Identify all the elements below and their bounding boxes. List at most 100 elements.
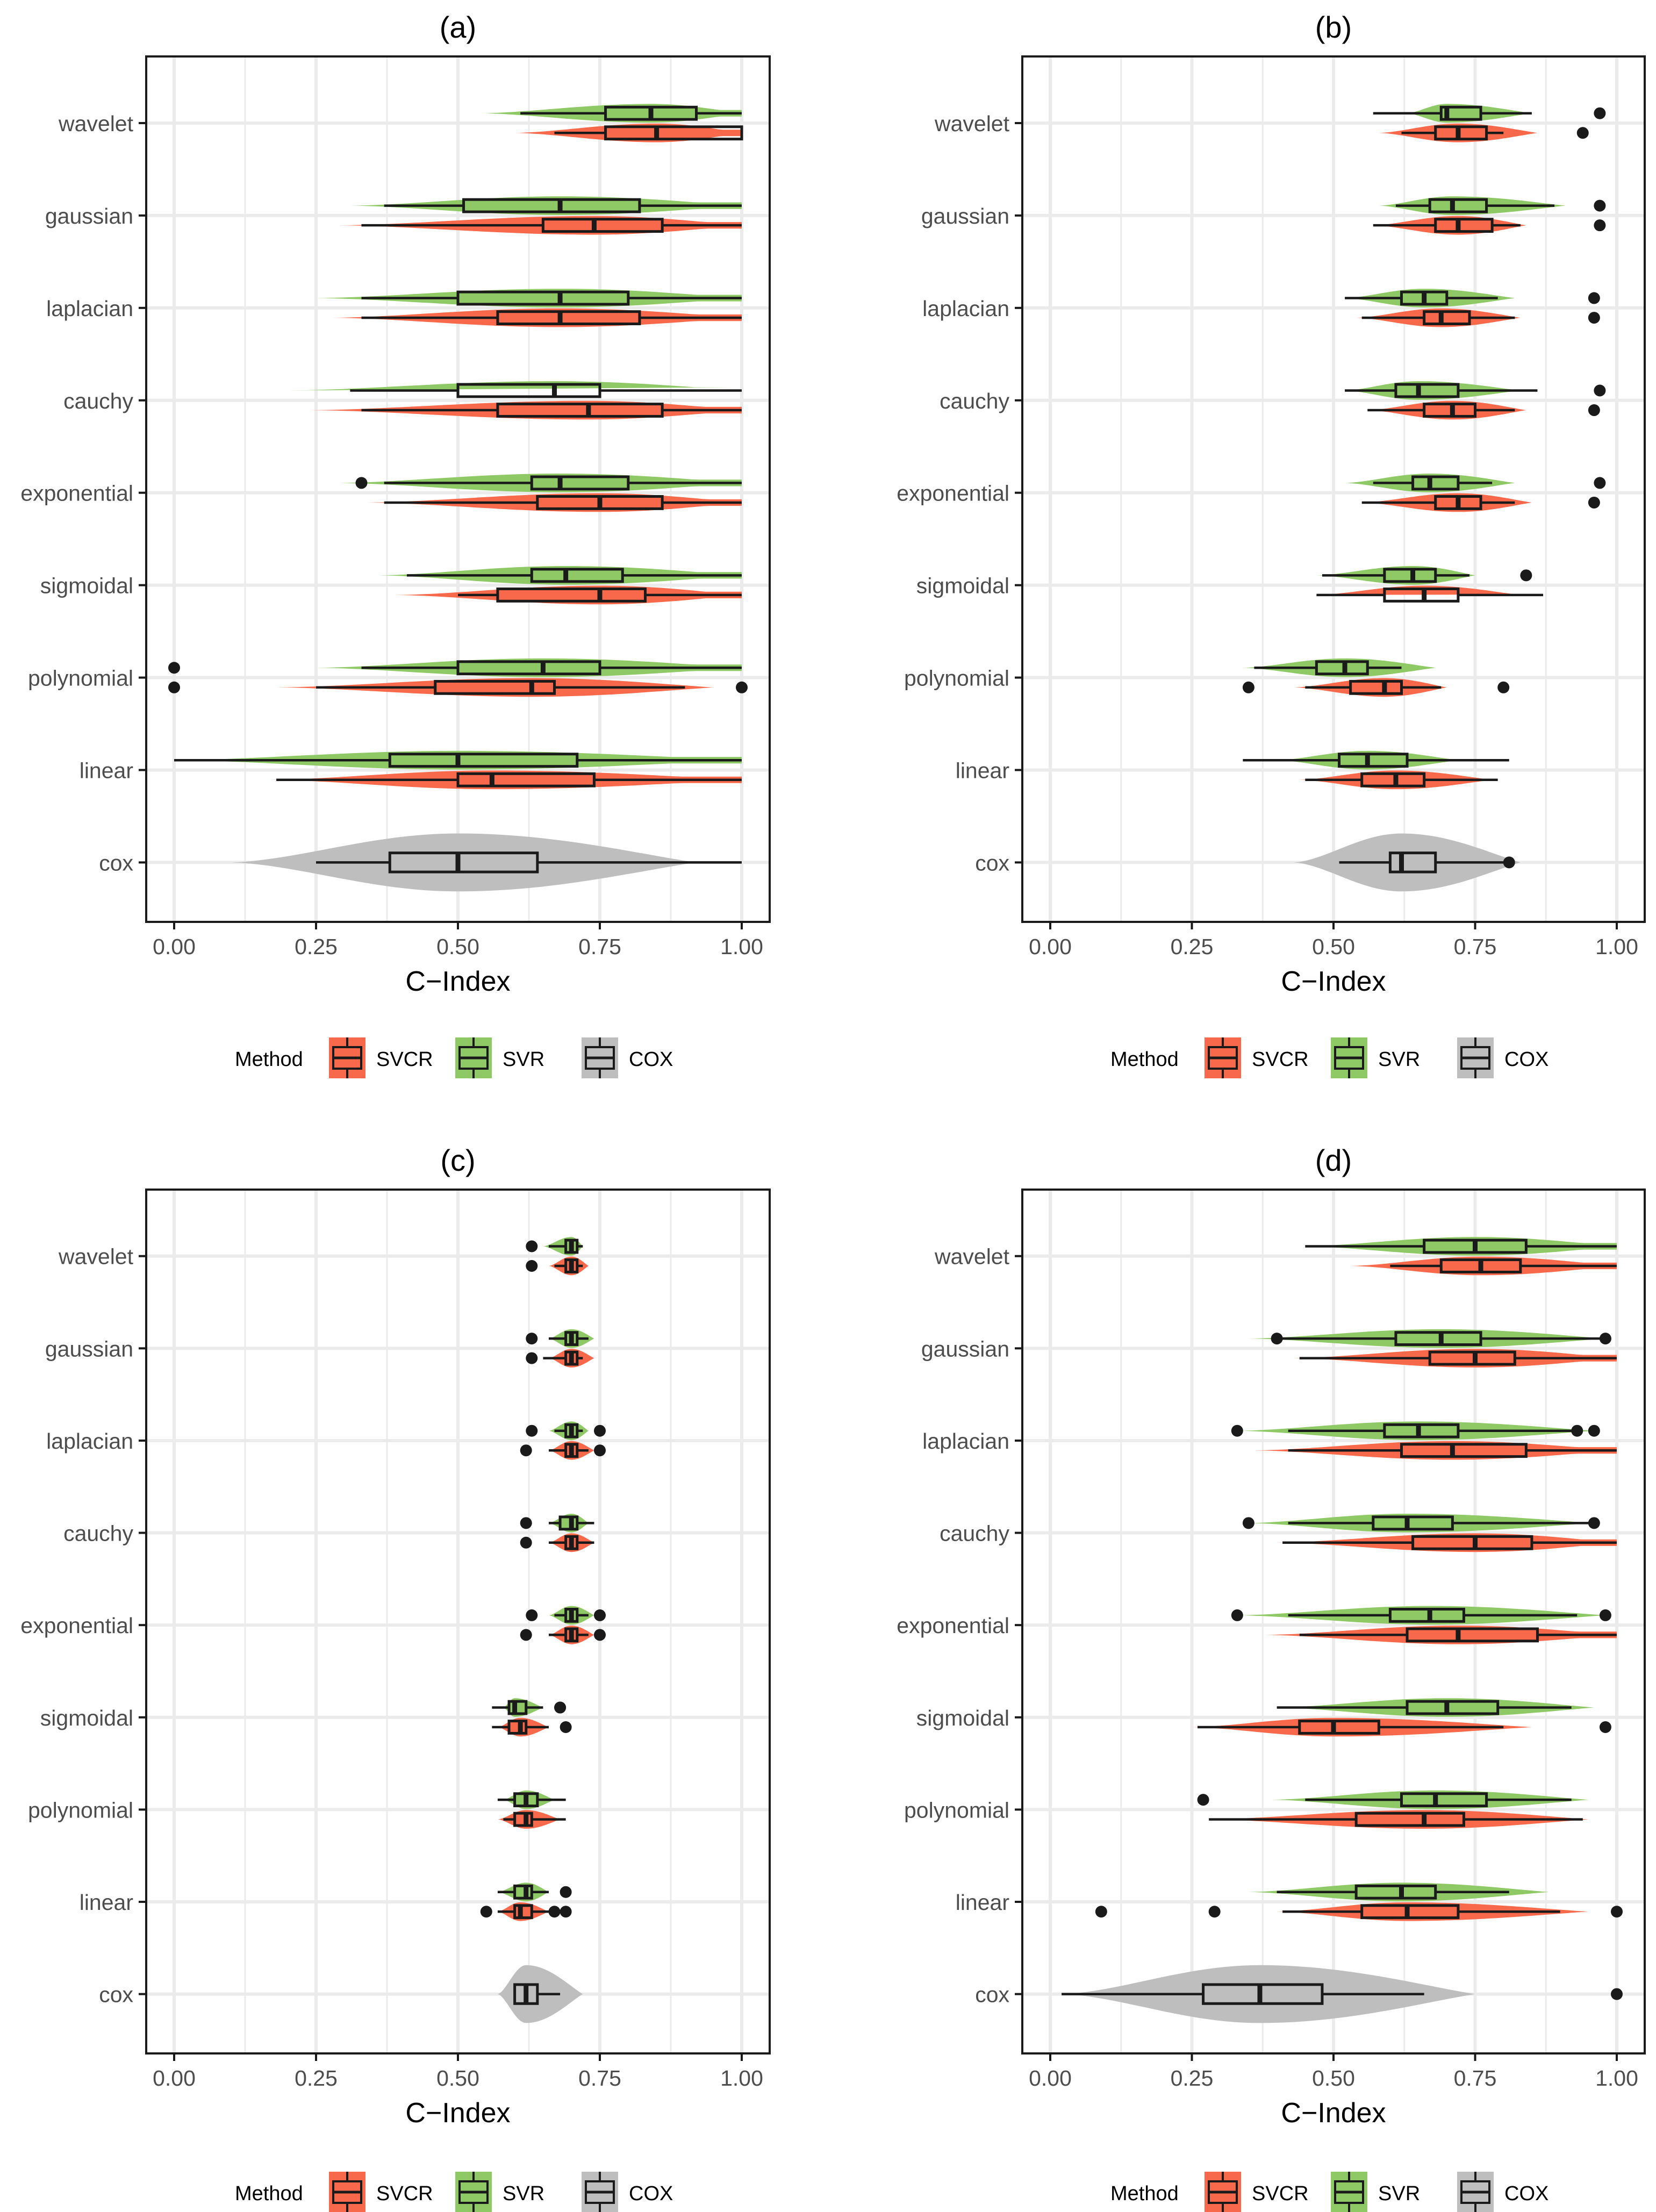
- y-tick-label: exponential: [897, 1613, 1009, 1638]
- grid: [146, 1190, 770, 2053]
- x-tick-label: 0.75: [1454, 2066, 1497, 2091]
- outlier-point: [1594, 199, 1606, 212]
- violin-shape: [310, 400, 742, 420]
- violin-exponential-svr: [339, 474, 742, 492]
- outlier-point: [526, 1424, 538, 1437]
- y-tick-label: gaussian: [45, 1336, 133, 1361]
- panel-a: (a) wavelet gaussian laplacian cauchy exponen…: [20, 10, 771, 1078]
- violin-shape: [288, 381, 733, 391]
- outlier-point: [1497, 681, 1510, 693]
- box-iqr: [456, 383, 601, 398]
- violin-shape: [1265, 1626, 1617, 1644]
- y-tick-label: gaussian: [45, 204, 133, 228]
- box-iqr: [1400, 1443, 1528, 1458]
- outlier-point: [1197, 1794, 1209, 1806]
- legend-key-svr: SVR: [455, 2172, 544, 2212]
- x-tick-label: 0.50: [1312, 2066, 1355, 2091]
- box-iqr: [513, 1904, 533, 1920]
- x-tick-label: 1.00: [1595, 2066, 1638, 2091]
- y-tick-label: cox: [975, 1982, 1009, 2007]
- x-tick-label: 0.25: [1171, 2066, 1214, 2091]
- legend-label: SVR: [503, 2182, 544, 2205]
- box-iqr: [1383, 1423, 1460, 1438]
- violin-linear-svcr: [480, 1902, 572, 1921]
- violin-shape: [231, 833, 697, 892]
- violin-gaussian-svr: [526, 1329, 594, 1348]
- outlier-point: [1594, 384, 1606, 397]
- violin-exponential-svr: [526, 1606, 606, 1625]
- legend-key-svcr: SVCR: [1205, 1037, 1309, 1078]
- x-tick-label: 1.00: [720, 934, 763, 959]
- outlier-point: [1588, 496, 1600, 509]
- y-tick-label: cauchy: [940, 389, 1009, 413]
- box-iqr: [456, 772, 596, 788]
- violin-exponential-svr: [1231, 1606, 1611, 1625]
- outlier-point: [1271, 1333, 1283, 1345]
- violin-shape: [1361, 493, 1532, 512]
- violin-laplacian-svr: [1231, 1421, 1600, 1441]
- violin-cauchy-svcr: [310, 400, 742, 420]
- outlier-point: [1571, 1424, 1583, 1437]
- box-iqr: [1202, 1983, 1324, 2005]
- box-iqr: [1360, 772, 1426, 788]
- legend-label: SVCR: [1252, 1048, 1309, 1071]
- violin-exponential-svcr: [1265, 1626, 1617, 1644]
- box-iqr: [1423, 403, 1476, 418]
- legend-title: Method: [235, 2182, 303, 2205]
- violin-shape: [1294, 678, 1447, 697]
- violin-wavelet-svcr: [1350, 1256, 1617, 1276]
- violin-exponential-svcr: [1361, 493, 1600, 512]
- y-tick-label: wavelet: [934, 1244, 1010, 1269]
- outlier-point: [526, 1259, 538, 1272]
- violin-polynomial-svr: [497, 1790, 566, 1809]
- violin-shape: [1379, 196, 1566, 215]
- box-iqr: [496, 403, 664, 418]
- violin-wavelet-svr: [526, 1237, 583, 1256]
- panel-b: (b) wavelet gaussian laplacian cauchy exponen…: [897, 10, 1646, 1078]
- panel-title: (b): [1315, 10, 1352, 44]
- outlier-point: [560, 1906, 572, 1918]
- violin-sigmoidal-svcr: [395, 585, 742, 605]
- box-iqr: [1428, 1350, 1516, 1366]
- y-tick-label: polynomial: [28, 1798, 133, 1822]
- outlier-point: [480, 1906, 492, 1918]
- violin-shape: [549, 1256, 589, 1276]
- outlier-point: [1588, 312, 1600, 324]
- outlier-point: [1242, 681, 1254, 693]
- legend-key-svr: SVR: [1331, 2172, 1420, 2212]
- legend-key-svcr: SVCR: [329, 2172, 433, 2212]
- box-iqr: [507, 1700, 528, 1715]
- outlier-point: [1588, 1424, 1600, 1437]
- y-tick-label: linear: [80, 1890, 133, 1915]
- y-tick-label: sigmoidal: [40, 1706, 133, 1730]
- y-tick-label: laplacian: [46, 296, 133, 321]
- box-iqr: [496, 310, 641, 326]
- violin-shape: [1277, 1902, 1589, 1921]
- violin-linear-svcr: [1299, 770, 1498, 790]
- box-iqr: [388, 851, 539, 874]
- outlier-point: [1588, 1517, 1600, 1529]
- y-tick-label: sigmoidal: [916, 1706, 1009, 1730]
- violin-cauchy-svcr: [1277, 1533, 1617, 1552]
- x-tick-label: 0.75: [578, 2066, 621, 2091]
- outlier-point: [1588, 404, 1600, 417]
- violin-linear-svr: [1248, 1882, 1549, 1902]
- violin-wavelet-svcr: [1379, 123, 1589, 142]
- outlier-point: [1095, 1906, 1107, 1918]
- box-iqr: [1354, 1812, 1465, 1827]
- legend-label: SVCR: [1252, 2182, 1309, 2205]
- violin-shape: [497, 1882, 549, 1902]
- box-iqr: [1434, 125, 1488, 141]
- violin-cauchy-svr: [1345, 381, 1606, 400]
- box-iqr: [434, 679, 556, 695]
- box-iqr: [1439, 105, 1482, 121]
- violin-shape: [316, 658, 742, 677]
- violin-wavelet-svr: [1305, 1237, 1617, 1256]
- violin-shape: [1305, 1237, 1617, 1256]
- outlier-point: [594, 1424, 606, 1437]
- violin-gaussian-svr: [1379, 196, 1606, 215]
- y-tick-label: cauchy: [940, 1521, 1009, 1546]
- y-tick-label: exponential: [897, 481, 1009, 506]
- outlier-point: [526, 1240, 538, 1252]
